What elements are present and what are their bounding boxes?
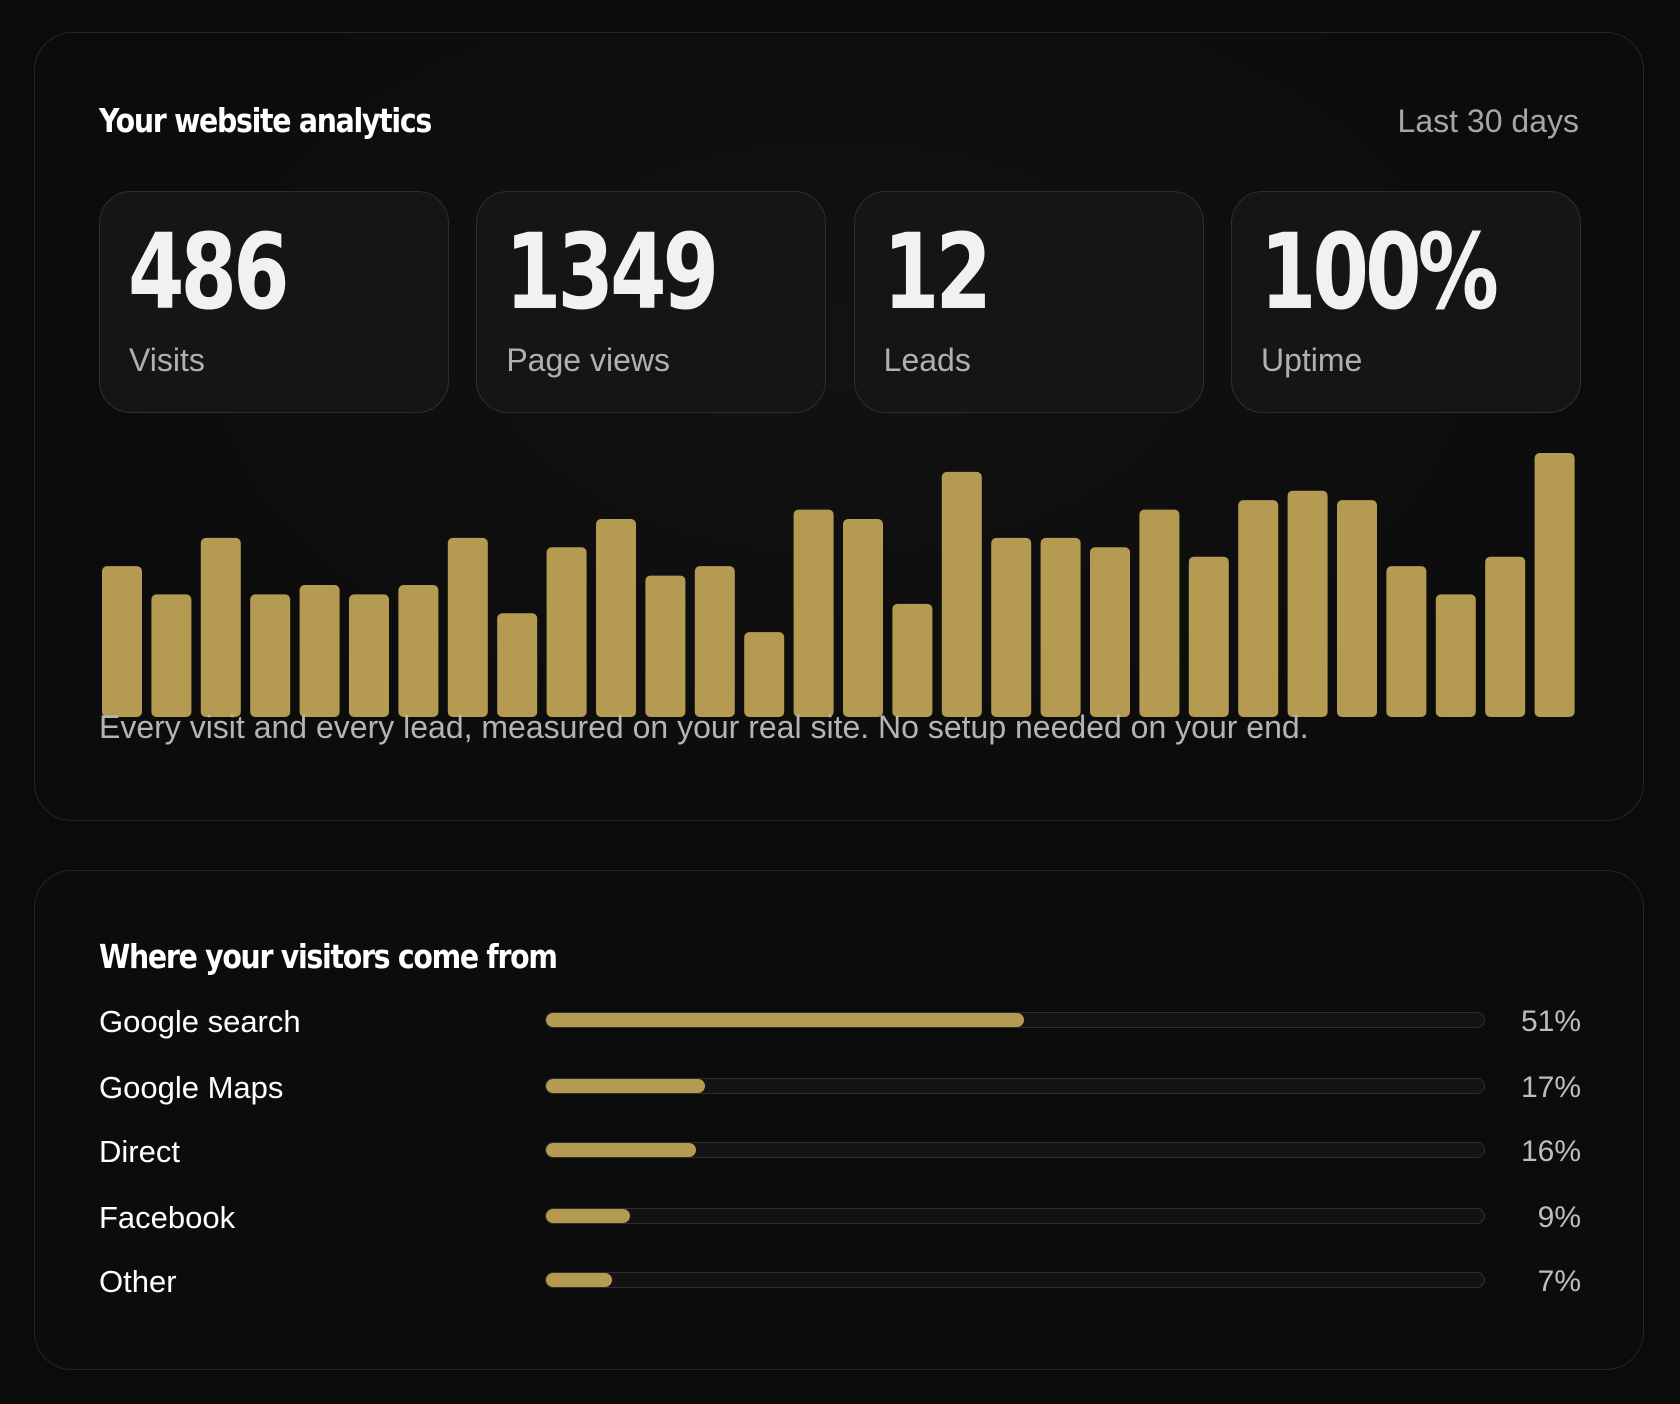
stat-card-leads: 12 Leads [853, 191, 1204, 413]
traffic-sources-card: Where your visitors come from Google sea… [34, 870, 1644, 1370]
source-label: Other [99, 1264, 177, 1299]
source-percent: 9% [1537, 1201, 1581, 1234]
source-percent: 51% [1520, 1005, 1581, 1038]
stat-card-visits: 486 Visits [99, 191, 449, 413]
chart-bar [250, 594, 291, 717]
source-row-facebook: Facebook 9% [99, 1198, 1581, 1238]
period-label: Last 30 days [1397, 103, 1579, 139]
source-progress-fill [546, 1273, 612, 1287]
source-progress-track [545, 1208, 1485, 1224]
source-progress-fill [546, 1013, 1025, 1027]
chart-bar [1287, 490, 1328, 717]
sources-title: Where your visitors come from [99, 937, 558, 976]
stats-row: 486 Visits 1349 Page views 12 Leads 100%… [99, 191, 1581, 413]
source-row-other: Other 7% [99, 1262, 1581, 1302]
analytics-title: Your website analytics [99, 101, 432, 140]
source-label: Direct [99, 1134, 180, 1169]
source-progress-track [545, 1078, 1485, 1094]
chart-bar [447, 537, 488, 717]
chart-bar [349, 594, 389, 717]
chart-bar [645, 575, 686, 717]
source-progress-track [545, 1142, 1485, 1158]
stat-value: 486 [128, 211, 290, 333]
source-label: Google search [99, 1004, 301, 1039]
source-progress-fill [546, 1209, 631, 1223]
daily-visits-chart [102, 453, 1575, 717]
chart-bar [1386, 566, 1427, 717]
chart-bar [596, 519, 636, 717]
source-row-direct: Direct 16% [99, 1132, 1581, 1172]
chart-bar [892, 603, 933, 717]
source-percent: 7% [1537, 1265, 1581, 1298]
stat-label: Page views [506, 342, 670, 378]
stat-label: Leads [883, 342, 971, 378]
chart-bar [546, 547, 587, 717]
chart-bar [497, 613, 538, 717]
stat-value: 100% [1259, 211, 1499, 333]
stat-value: 12 [882, 211, 992, 333]
chart-bar [1188, 556, 1229, 717]
chart-bar [1139, 509, 1180, 717]
chart-bar [1238, 500, 1279, 717]
chart-bar [151, 594, 192, 717]
source-progress-fill [546, 1079, 706, 1093]
stat-value: 1349 [505, 211, 719, 333]
source-percent: 16% [1520, 1135, 1581, 1168]
source-label: Facebook [99, 1200, 236, 1235]
chart-bar [299, 585, 340, 717]
chart-bar [744, 632, 785, 717]
chart-bar [941, 471, 982, 717]
chart-bar [1534, 453, 1575, 717]
source-row-google-maps: Google Maps 17% [99, 1068, 1581, 1108]
chart-bar [1337, 500, 1377, 717]
chart-bar [694, 566, 735, 717]
source-progress-fill [546, 1143, 697, 1157]
source-progress-track [545, 1012, 1485, 1028]
chart-bar [200, 537, 241, 717]
chart-bar [793, 509, 834, 717]
chart-bar [102, 566, 142, 717]
source-percent: 17% [1520, 1071, 1581, 1104]
stat-label: Visits [129, 342, 205, 378]
chart-bar [1435, 594, 1476, 717]
chart-caption: Every visit and every lead, measured on … [99, 709, 1309, 745]
source-progress-track [545, 1272, 1485, 1288]
stat-label: Uptime [1260, 342, 1363, 378]
chart-bar [398, 585, 439, 717]
chart-bar [1040, 537, 1081, 717]
analytics-card: Your website analytics Last 30 days 486 … [34, 32, 1644, 821]
chart-bar [843, 519, 883, 717]
source-label: Google Maps [99, 1070, 284, 1105]
chart-bar [1090, 547, 1130, 717]
stat-card-page-views: 1349 Page views [476, 191, 827, 413]
chart-bar [1485, 556, 1526, 717]
stat-card-uptime: 100% Uptime [1230, 191, 1581, 413]
chart-bar [991, 537, 1032, 717]
source-row-google-search: Google search 51% [99, 1002, 1581, 1042]
